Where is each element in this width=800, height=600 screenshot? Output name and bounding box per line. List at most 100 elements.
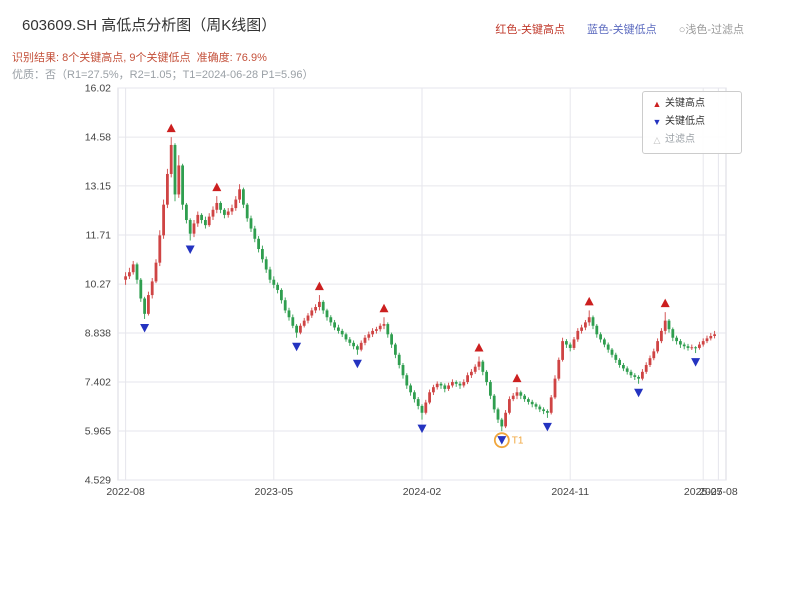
candle xyxy=(648,358,652,366)
candle xyxy=(515,392,519,396)
candle xyxy=(603,339,606,345)
candle xyxy=(622,365,625,369)
candle xyxy=(637,376,640,379)
candle xyxy=(690,347,694,349)
quality-assessment-text: 优质：否（R1=27.5%，R2=1.05；T1=2024-06-28 P1=5… xyxy=(12,69,314,81)
candle xyxy=(656,341,659,352)
candle xyxy=(424,402,428,413)
candle xyxy=(200,214,203,221)
candle xyxy=(618,359,621,366)
candle xyxy=(534,404,538,407)
y-tick-label: 10.27 xyxy=(85,279,111,291)
candles xyxy=(124,137,716,432)
candle xyxy=(162,204,165,236)
candle xyxy=(291,317,295,326)
candle xyxy=(447,385,450,389)
candle xyxy=(226,211,230,215)
x-tick-label: 2025-08 xyxy=(699,486,738,498)
key-low-marker xyxy=(352,359,362,369)
key-high-marker xyxy=(512,373,522,383)
gridlines xyxy=(118,87,726,481)
filter-triangle-icon: △ xyxy=(653,135,661,145)
axis-tick-labels: 16.02 14.58 13.15 11.71 10.27 8.838 7.402 5.965… xyxy=(85,83,738,499)
candle xyxy=(485,371,488,383)
candle xyxy=(527,399,530,402)
x-tick-label: 2024-02 xyxy=(403,486,442,498)
candle xyxy=(530,401,534,405)
header-legend-low: 蓝色-关键低点 xyxy=(587,24,657,36)
candle xyxy=(348,339,352,343)
recognition-result-text: 识别结果: 8个关键高点, 9个关键低点 准确度: 76.9% xyxy=(12,52,267,64)
key-low-marker xyxy=(292,342,302,352)
key-high-marker xyxy=(379,303,389,313)
key-low-marker xyxy=(634,388,644,398)
candle xyxy=(492,395,496,410)
candle xyxy=(682,344,686,347)
candle xyxy=(158,235,162,263)
candle xyxy=(204,220,207,226)
y-tick-label: 4.529 xyxy=(85,475,111,487)
candle xyxy=(264,259,268,270)
key-low-triangle-icon: ▼ xyxy=(652,117,662,127)
candle xyxy=(375,329,378,331)
candle xyxy=(310,310,314,316)
key-high-triangle-icon: ▲ xyxy=(652,99,662,109)
candle xyxy=(219,202,222,210)
candle xyxy=(591,317,595,326)
candle xyxy=(192,223,196,234)
candle xyxy=(705,338,709,342)
candle xyxy=(420,405,424,413)
candle xyxy=(234,199,238,209)
candle xyxy=(428,392,431,403)
candle xyxy=(500,419,504,427)
candle xyxy=(496,409,500,420)
x-tick-label: 2025-07 xyxy=(684,486,723,498)
candle xyxy=(169,144,173,174)
candle xyxy=(249,218,253,229)
candle xyxy=(542,409,545,412)
candle xyxy=(568,344,572,348)
candle xyxy=(276,284,279,290)
candle xyxy=(196,214,200,224)
candle xyxy=(508,399,511,413)
candle xyxy=(413,392,416,400)
legend-label-key-high: 关键高点 xyxy=(665,98,705,109)
candle xyxy=(177,165,181,195)
candle xyxy=(261,249,264,260)
y-tick-label: 13.15 xyxy=(85,180,111,192)
candle xyxy=(625,368,629,372)
candle xyxy=(211,209,215,217)
candle xyxy=(257,238,260,250)
candle xyxy=(667,320,671,330)
candle xyxy=(333,322,336,328)
legend-label-filter: 过滤点 xyxy=(665,134,695,145)
candle xyxy=(572,339,576,348)
candle xyxy=(511,395,515,400)
key-low-marker xyxy=(140,323,150,333)
candle xyxy=(599,334,602,340)
candle xyxy=(686,346,690,348)
candle xyxy=(660,330,663,342)
candle xyxy=(321,301,325,311)
candle xyxy=(466,375,469,383)
candle xyxy=(576,330,580,340)
candle xyxy=(306,315,310,321)
candle xyxy=(663,320,667,331)
candle xyxy=(470,371,473,376)
candle xyxy=(143,298,146,314)
candle xyxy=(439,383,443,386)
x-tick-label: 2024-11 xyxy=(551,486,589,498)
key-low-marker xyxy=(542,422,552,432)
candle xyxy=(124,276,127,280)
key-point-markers xyxy=(140,123,701,445)
candle xyxy=(432,387,435,393)
y-tick-label: 5.965 xyxy=(85,426,111,438)
candle xyxy=(553,378,557,398)
candle xyxy=(443,385,447,389)
chart-legend-box: ▲ 关键高点 ▼ 关键低点 △ 过滤点 xyxy=(642,91,742,154)
candle xyxy=(147,295,150,314)
candle xyxy=(416,399,420,406)
candle xyxy=(150,281,154,296)
candle xyxy=(207,216,211,226)
